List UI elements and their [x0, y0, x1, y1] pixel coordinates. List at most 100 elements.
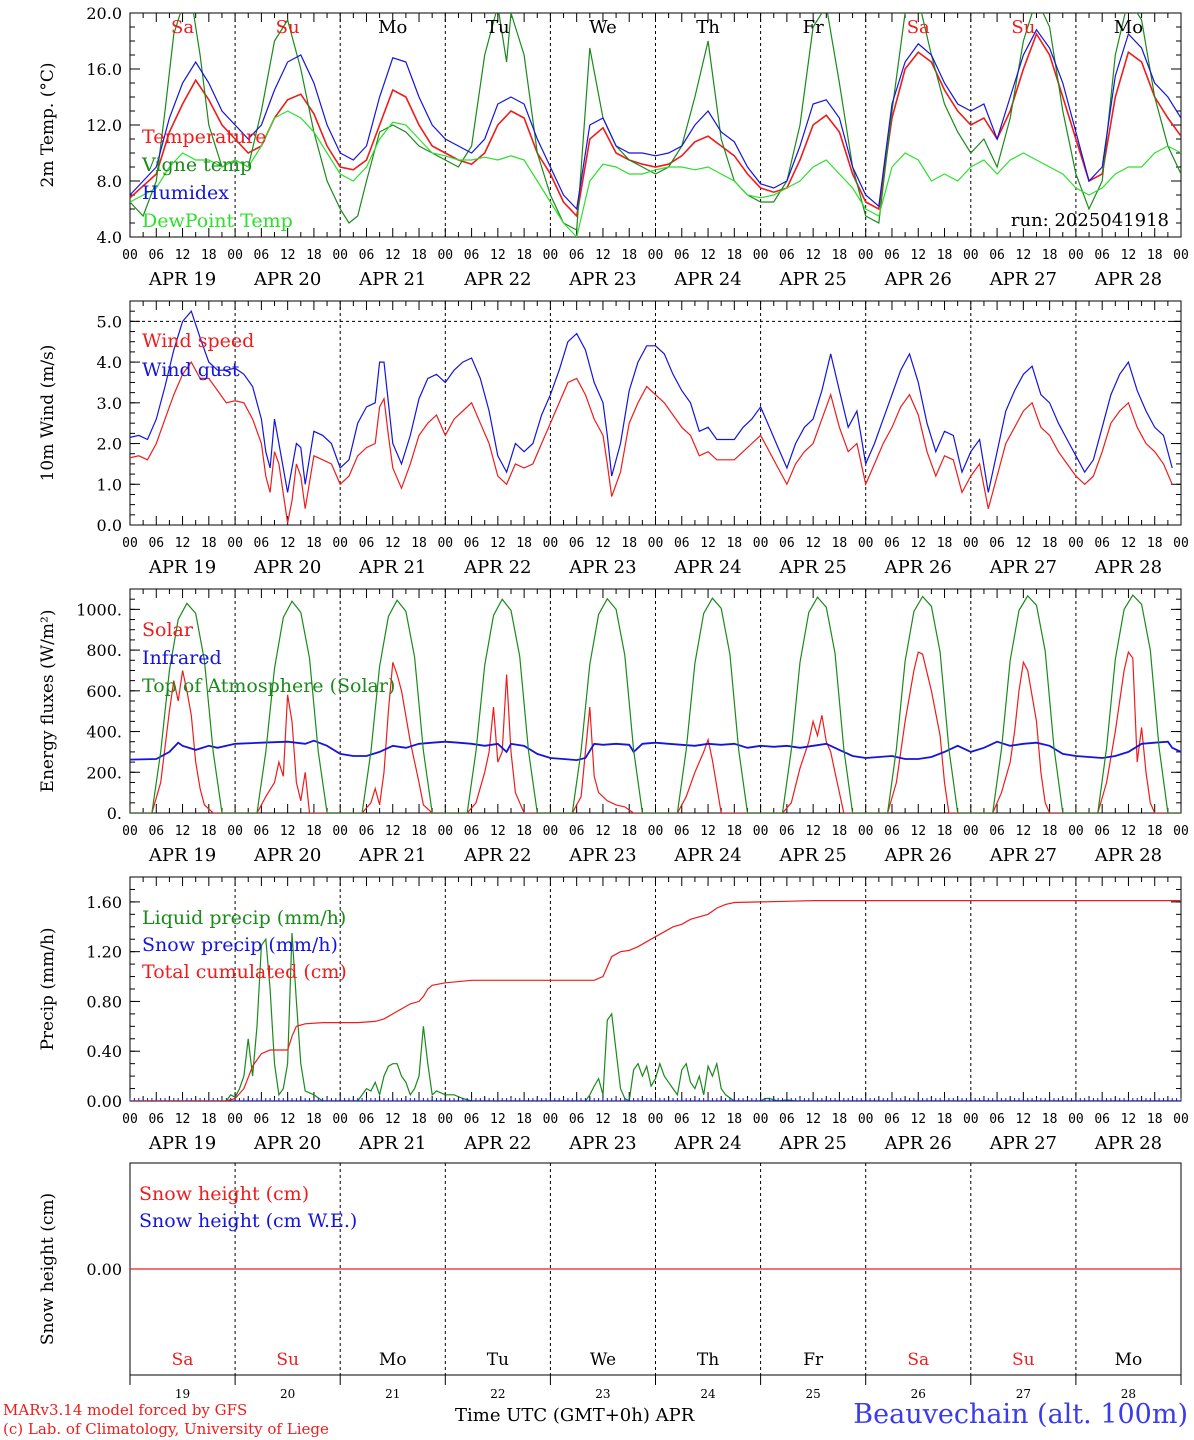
y-tick-label: 0.00: [86, 1260, 122, 1279]
x-hour-label: 00: [227, 824, 243, 839]
series-line-dewpoint-temp: [130, 110, 1181, 237]
x-hour-label: 00: [963, 824, 979, 839]
x-hour-label: 18: [411, 536, 427, 551]
x-hour-label: 12: [1121, 1112, 1137, 1127]
y-tick-label: 0.40: [86, 1042, 122, 1061]
weekday-label: Mo: [1115, 1350, 1143, 1370]
series-line-infrared: [130, 739, 1181, 762]
x-hour-label: 00: [332, 824, 348, 839]
weekday-label: Mo: [379, 1350, 407, 1370]
weekday-label: We: [589, 17, 617, 38]
day-number-label: 25: [806, 1387, 821, 1401]
x-hour-label: 06: [569, 536, 585, 551]
x-hour-label: 00: [648, 248, 664, 263]
x-hour-label: 12: [1016, 536, 1032, 551]
x-hour-label: 18: [832, 824, 848, 839]
y-tick-label: 1000.: [76, 600, 122, 619]
x-day-label: APR 21: [358, 557, 426, 578]
x-day-label: APR 26: [884, 1133, 952, 1154]
day-number-label: 19: [175, 1387, 190, 1401]
x-hour-label: 18: [1042, 248, 1058, 263]
legend-entry: Infrared: [142, 647, 222, 669]
panel-2: 0.0 1.0 2.0 3.0 4.0 5.0 10m Wind (m/s) 00 06 12 18…: [38, 300, 1189, 578]
legend-entry: Humidex: [142, 182, 229, 204]
legend-entry: Snow height (cm W.E.): [139, 1210, 357, 1232]
x-hour-label: 18: [1042, 1112, 1058, 1127]
y-tick-label: 4.0: [97, 353, 122, 372]
x-day-label: APR 21: [358, 269, 426, 290]
x-day-label: APR 25: [779, 845, 847, 866]
panel-frame: [129, 12, 1182, 238]
x-hour-label: 12: [175, 536, 191, 551]
x-hour-label: 00: [543, 248, 559, 263]
y-tick-label: 8.0: [97, 172, 122, 191]
x-hour-label: 00: [648, 536, 664, 551]
x-hour-label: 00: [437, 536, 453, 551]
x-hour-label: 06: [464, 536, 480, 551]
y-tick-label: 0.: [107, 804, 122, 823]
x-hour-label: 06: [569, 824, 585, 839]
x-hour-label: 06: [148, 824, 164, 839]
x-axis-title: Time UTC (GMT+0h) APR: [455, 1405, 694, 1426]
x-hour-label: 18: [306, 1112, 322, 1127]
x-hour-label: 00: [858, 824, 874, 839]
x-hour-label: 06: [359, 536, 375, 551]
x-hour-label: 06: [884, 1112, 900, 1127]
series-line-vigne-temp: [130, 13, 1181, 231]
x-day-label: APR 27: [989, 557, 1057, 578]
day-number-label: 24: [700, 1387, 716, 1401]
x-day-label: APR 28: [1094, 845, 1162, 866]
x-hour-label: 12: [175, 1112, 191, 1127]
x-hour-label: 18: [726, 1112, 742, 1127]
x-day-label: APR 24: [673, 1133, 741, 1154]
x-hour-label: 06: [989, 824, 1005, 839]
x-hour-label: 18: [937, 248, 953, 263]
x-day-label: APR 22: [463, 1133, 531, 1154]
x-hour-label: 12: [385, 824, 401, 839]
x-day-label: APR 22: [463, 557, 531, 578]
x-hour-label: 00: [1068, 1112, 1084, 1127]
x-hour-label: 00: [122, 1112, 138, 1127]
x-hour-label: 12: [490, 1112, 506, 1127]
weekday-label: Sa: [907, 1350, 929, 1370]
x-hour-label: 06: [779, 536, 795, 551]
series-line-top-of-atmosphere-solar-: [130, 594, 1181, 813]
x-hour-label: 00: [963, 1112, 979, 1127]
x-hour-label: 06: [359, 1112, 375, 1127]
x-hour-label: 06: [989, 536, 1005, 551]
x-hour-label: 18: [621, 1112, 637, 1127]
weekday-label: Su: [276, 17, 300, 38]
x-hour-label: 00: [543, 536, 559, 551]
lab-credit: (c) Lab. of Climatology, University of L…: [3, 1420, 329, 1438]
x-hour-label: 00: [332, 1112, 348, 1127]
x-hour-label: 00: [437, 1112, 453, 1127]
day-number-label: 23: [595, 1387, 610, 1401]
y-axis-label: Snow height (cm): [38, 1193, 58, 1345]
x-hour-label: 00: [227, 248, 243, 263]
x-hour-label: 00: [648, 1112, 664, 1127]
x-day-label: APR 24: [673, 269, 741, 290]
x-hour-label: 00: [1173, 536, 1189, 551]
x-hour-label: 12: [700, 536, 716, 551]
x-day-label: APR 20: [253, 557, 321, 578]
month-label: APR: [655, 1405, 695, 1426]
y-axis-label: 10m Wind (m/s): [38, 345, 58, 482]
x-day-label: APR 21: [358, 1133, 426, 1154]
x-hour-label: 00: [122, 536, 138, 551]
weekday-label: Mo: [378, 17, 407, 38]
x-hour-label: 12: [595, 1112, 611, 1127]
x-day-label: APR 23: [568, 269, 636, 290]
x-day-label: APR 27: [989, 1133, 1057, 1154]
x-hour-label: 12: [805, 248, 821, 263]
x-hour-label: 12: [490, 536, 506, 551]
legend-entry: Wind gust: [142, 359, 240, 381]
x-hour-label: 06: [254, 824, 270, 839]
x-hour-label: 00: [332, 248, 348, 263]
x-hour-label: 18: [201, 1112, 217, 1127]
x-hour-label: 06: [148, 1112, 164, 1127]
x-hour-label: 12: [490, 824, 506, 839]
x-hour-label: 06: [1094, 248, 1110, 263]
x-hour-label: 00: [543, 824, 559, 839]
x-day-label: APR 20: [253, 845, 321, 866]
x-hour-label: 12: [175, 824, 191, 839]
